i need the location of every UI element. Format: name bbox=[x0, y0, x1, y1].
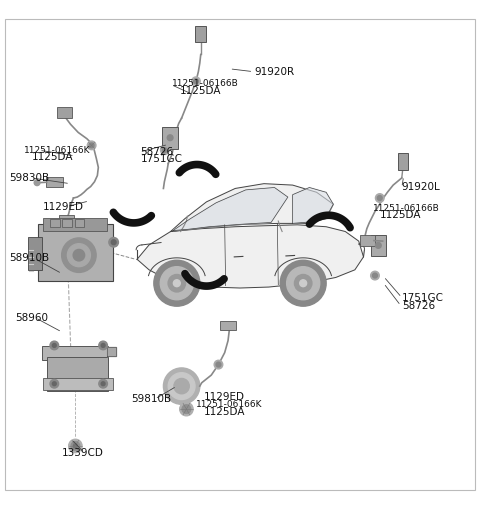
Circle shape bbox=[50, 341, 59, 350]
Text: 59830B: 59830B bbox=[9, 173, 49, 183]
Text: 58910B: 58910B bbox=[9, 253, 49, 263]
Text: 1125DA: 1125DA bbox=[32, 152, 74, 162]
Circle shape bbox=[280, 260, 326, 306]
FancyBboxPatch shape bbox=[371, 235, 386, 256]
Text: 59810B: 59810B bbox=[131, 394, 171, 404]
Circle shape bbox=[168, 373, 195, 400]
FancyBboxPatch shape bbox=[195, 26, 206, 42]
Text: 1125DA: 1125DA bbox=[180, 87, 221, 96]
Circle shape bbox=[52, 344, 56, 347]
Polygon shape bbox=[107, 347, 116, 356]
Circle shape bbox=[371, 271, 379, 280]
Circle shape bbox=[67, 244, 90, 267]
Circle shape bbox=[377, 195, 382, 201]
Text: 1339CD: 1339CD bbox=[62, 448, 104, 458]
Circle shape bbox=[34, 180, 40, 186]
Text: 1751GC: 1751GC bbox=[141, 154, 182, 164]
Polygon shape bbox=[170, 184, 333, 232]
Circle shape bbox=[101, 344, 105, 347]
Text: 1751GC: 1751GC bbox=[402, 293, 444, 302]
Circle shape bbox=[174, 379, 189, 394]
Circle shape bbox=[101, 382, 105, 386]
FancyBboxPatch shape bbox=[47, 357, 108, 391]
Circle shape bbox=[180, 403, 193, 416]
FancyBboxPatch shape bbox=[57, 107, 72, 118]
Circle shape bbox=[154, 260, 200, 306]
Circle shape bbox=[160, 267, 193, 300]
Circle shape bbox=[193, 79, 198, 83]
Circle shape bbox=[182, 405, 191, 413]
FancyBboxPatch shape bbox=[162, 127, 178, 149]
FancyBboxPatch shape bbox=[59, 215, 74, 224]
FancyBboxPatch shape bbox=[43, 218, 108, 231]
FancyBboxPatch shape bbox=[46, 177, 63, 187]
FancyBboxPatch shape bbox=[398, 153, 408, 171]
Circle shape bbox=[214, 360, 223, 369]
Text: 11251-06166K: 11251-06166K bbox=[196, 400, 263, 409]
Circle shape bbox=[192, 77, 200, 86]
Circle shape bbox=[50, 379, 59, 388]
Circle shape bbox=[287, 267, 320, 300]
Text: 91920L: 91920L bbox=[402, 183, 441, 192]
Polygon shape bbox=[137, 225, 363, 288]
Circle shape bbox=[99, 379, 108, 388]
Circle shape bbox=[73, 444, 77, 448]
Text: 11251-06166B: 11251-06166B bbox=[373, 204, 440, 213]
Circle shape bbox=[173, 280, 180, 287]
Polygon shape bbox=[293, 187, 333, 223]
Text: 58960: 58960 bbox=[15, 313, 48, 323]
Circle shape bbox=[109, 238, 119, 247]
Circle shape bbox=[216, 362, 221, 367]
Circle shape bbox=[168, 274, 186, 292]
Text: 1125DA: 1125DA bbox=[380, 210, 422, 220]
Circle shape bbox=[375, 194, 384, 203]
Text: 11251-06166K: 11251-06166K bbox=[24, 146, 90, 155]
Text: 1129ED: 1129ED bbox=[204, 392, 245, 402]
Text: 11251-06166B: 11251-06166B bbox=[172, 79, 239, 88]
Text: 1129ED: 1129ED bbox=[43, 202, 84, 212]
Text: 58726: 58726 bbox=[141, 147, 174, 157]
FancyBboxPatch shape bbox=[43, 378, 113, 390]
Circle shape bbox=[372, 273, 377, 278]
Circle shape bbox=[73, 249, 84, 261]
Circle shape bbox=[111, 240, 116, 245]
FancyBboxPatch shape bbox=[42, 346, 108, 360]
Circle shape bbox=[163, 368, 200, 404]
Circle shape bbox=[71, 442, 80, 450]
Text: 1125DA: 1125DA bbox=[204, 407, 245, 417]
Circle shape bbox=[375, 242, 381, 248]
FancyBboxPatch shape bbox=[28, 237, 42, 270]
FancyBboxPatch shape bbox=[220, 321, 236, 330]
FancyBboxPatch shape bbox=[62, 218, 72, 227]
Text: 91920R: 91920R bbox=[254, 67, 295, 77]
FancyBboxPatch shape bbox=[37, 224, 113, 281]
Circle shape bbox=[99, 341, 108, 350]
Text: 58726: 58726 bbox=[402, 301, 435, 310]
Circle shape bbox=[160, 146, 169, 154]
Circle shape bbox=[89, 143, 94, 148]
Circle shape bbox=[167, 135, 173, 140]
Circle shape bbox=[294, 274, 312, 292]
Circle shape bbox=[69, 439, 82, 453]
Circle shape bbox=[162, 148, 167, 153]
Circle shape bbox=[61, 238, 96, 272]
Polygon shape bbox=[173, 187, 288, 231]
FancyBboxPatch shape bbox=[360, 235, 375, 246]
Circle shape bbox=[52, 382, 56, 386]
FancyBboxPatch shape bbox=[75, 218, 84, 227]
FancyBboxPatch shape bbox=[50, 218, 60, 227]
Circle shape bbox=[300, 280, 307, 287]
Circle shape bbox=[87, 141, 96, 150]
